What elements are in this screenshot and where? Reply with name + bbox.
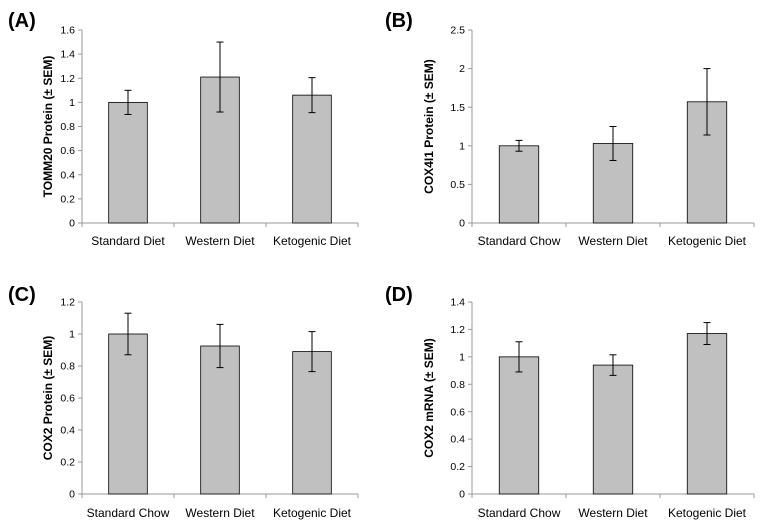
y-tick-label: 0 (459, 489, 465, 501)
category-label: Ketogenic Diet (668, 506, 747, 520)
panel-label: (A) (8, 10, 36, 32)
bar-standard-diet (108, 101, 148, 224)
y-tick-label: 1 (459, 140, 465, 152)
y-tick-label: 0.8 (60, 121, 75, 133)
category-label: Ketogenic Diet (668, 234, 747, 248)
y-axis-label: COX4I1 Protein (± SEM) (422, 59, 436, 194)
panel-label: (D) (385, 284, 413, 306)
y-tick-label: 1.2 (60, 73, 75, 85)
y-axis-label: TOMM20 Protein (± SEM) (41, 56, 55, 198)
y-tick-label: 0.4 (60, 169, 75, 181)
y-tick-label: 0.2 (450, 461, 465, 473)
y-tick-label: 1.5 (450, 102, 465, 114)
category-label: Western Diet (185, 506, 255, 520)
chart-panel-2: (B) 0 0.5 1 1.5 2 2.5 Standard Chow Western Diet… (385, 10, 755, 248)
y-tick-label: 0 (69, 218, 75, 230)
y-tick-label: 1 (69, 97, 75, 109)
y-tick-label: 0.6 (60, 393, 75, 405)
bar-ketogenic-diet (292, 94, 332, 224)
category-label: Ketogenic Diet (273, 506, 352, 520)
chart-panel-1: (A) 0 0.2 0.4 0.6 0.8 1 1.2 1.4 1.6 Standard Diet W… (8, 10, 359, 248)
bar-standard-chow (498, 145, 540, 224)
y-tick-label: 0 (69, 489, 75, 501)
y-tick-label: 2.5 (450, 25, 465, 37)
y-tick-label: 1.6 (60, 25, 75, 37)
y-tick-label: 0.2 (60, 457, 75, 469)
category-label: Ketogenic Diet (273, 234, 352, 248)
category-label: Standard Chow (478, 234, 561, 248)
bar-western-diet (592, 364, 634, 495)
y-tick-label: 1 (69, 329, 75, 341)
y-tick-label: 1.2 (450, 324, 465, 336)
y-tick-label: 0.2 (60, 193, 75, 205)
y-axis-label: COX2 Protein (± SEM) (41, 336, 55, 461)
y-tick-label: 0.6 (60, 145, 75, 157)
y-tick-label: 0.4 (450, 434, 465, 446)
panel-label: (C) (8, 284, 36, 306)
y-tick-label: 1.4 (450, 297, 465, 309)
y-tick-label: 1.4 (60, 49, 75, 61)
category-label: Western Diet (185, 234, 255, 248)
y-tick-label: 0.4 (60, 425, 75, 437)
bar-western-diet (200, 345, 240, 495)
chart-panel-3: (C) 0 0.2 0.4 0.6 0.8 1 1.2 Standard Chow Western… (8, 284, 359, 520)
y-axis-label: COX2 mRNA (± SEM) (422, 338, 436, 457)
y-tick-label: 0.6 (450, 406, 465, 418)
bar-standard-chow (498, 356, 540, 495)
category-label: Standard Chow (87, 506, 170, 520)
category-label: Western Diet (578, 234, 648, 248)
panel-label: (B) (385, 10, 413, 32)
category-label: Standard Diet (91, 234, 165, 248)
y-tick-label: 0.8 (450, 379, 465, 391)
category-label: Western Diet (578, 506, 648, 520)
y-tick-label: 0.5 (450, 179, 465, 191)
y-tick-label: 2 (459, 63, 465, 75)
y-tick-label: 0.8 (60, 361, 75, 373)
bar-ketogenic-diet (686, 333, 728, 495)
y-tick-label: 1 (459, 351, 465, 363)
chart-panel-4: (D) 0 0.2 0.4 0.6 0.8 1 1.2 1.4 Standard Chow West… (385, 284, 755, 520)
category-label: Standard Chow (478, 506, 561, 520)
y-tick-label: 0 (459, 218, 465, 230)
bar-ketogenic-diet (292, 351, 332, 495)
bar-standard-chow (108, 333, 148, 495)
y-tick-label: 1.2 (60, 297, 75, 309)
